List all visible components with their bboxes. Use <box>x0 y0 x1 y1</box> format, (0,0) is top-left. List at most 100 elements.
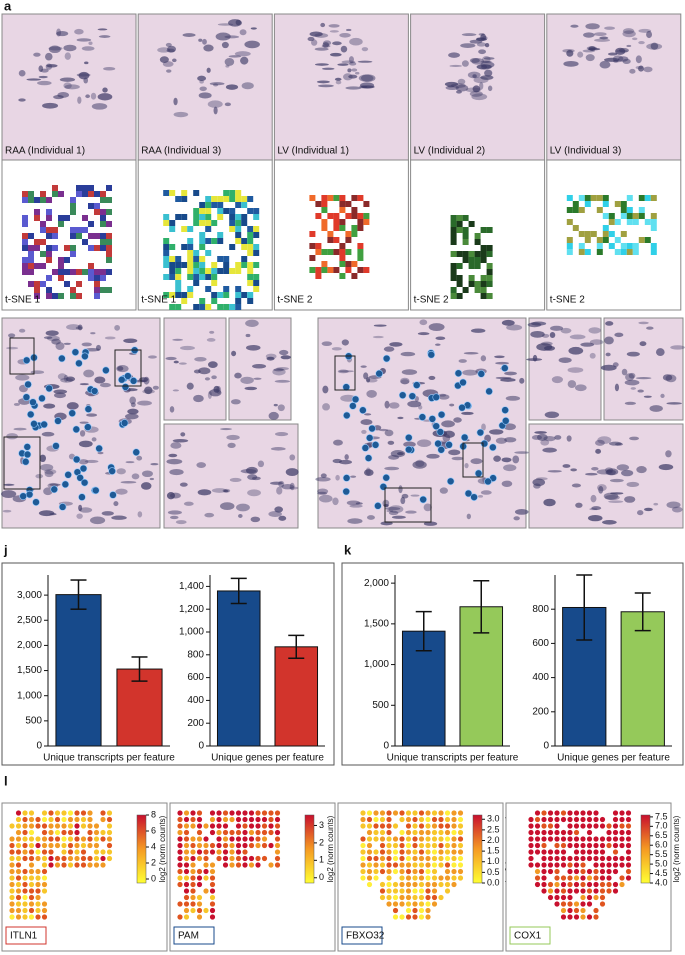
tissue <box>18 98 26 102</box>
expression-spot <box>418 836 425 842</box>
expression-spot <box>547 849 554 855</box>
tsne-pixel <box>211 274 218 280</box>
y-tick-label: 200 <box>187 718 204 729</box>
tsne-pixel <box>34 197 40 203</box>
tsne-pixel <box>94 203 100 209</box>
y-tick-label: 1,000 <box>179 627 204 638</box>
spot <box>382 473 391 482</box>
tissue-image <box>273 13 409 161</box>
tsne-pixel <box>235 304 242 310</box>
gene-label: COX1 <box>514 931 542 942</box>
expression-spot <box>425 901 431 907</box>
tissue <box>206 67 211 73</box>
tissue <box>585 54 595 62</box>
tissue <box>423 521 438 526</box>
expression-spot <box>28 907 35 914</box>
expression-spot <box>190 907 196 914</box>
spot <box>454 369 463 378</box>
tissue <box>150 463 159 466</box>
expression-spot <box>15 823 22 829</box>
spot <box>428 415 437 423</box>
tissue <box>472 85 481 93</box>
tsne-pixel <box>193 268 200 274</box>
tissue <box>244 386 258 391</box>
tissue <box>202 38 207 45</box>
tsne-pixel <box>572 201 579 207</box>
tissue <box>621 368 628 376</box>
tsne-pixel <box>70 251 76 257</box>
tsne-pixel <box>169 262 176 268</box>
expression-spot <box>399 842 405 849</box>
tissue <box>102 87 108 93</box>
expression-spot <box>222 810 229 816</box>
tissue <box>225 64 230 68</box>
tsne-pixel <box>22 245 28 251</box>
tsne-pixel <box>608 243 615 249</box>
expression-spot <box>28 888 35 894</box>
expression-spot <box>418 875 425 881</box>
tissue <box>407 400 422 408</box>
tsne-pixel <box>339 207 346 213</box>
expression-spot <box>209 907 216 914</box>
expression-spot <box>360 868 366 875</box>
tsne-pixel <box>175 262 182 268</box>
tissue <box>543 435 556 442</box>
tsne-pixel <box>253 244 260 250</box>
tissue <box>8 333 16 338</box>
y-tick-label: 500 <box>372 700 389 711</box>
expression-spot <box>100 829 106 836</box>
tsne-pixel <box>76 281 82 287</box>
tissue <box>463 352 479 355</box>
tsne-label: t-SNE 1 <box>5 295 40 306</box>
spot <box>23 450 32 459</box>
expression-spot <box>560 810 567 816</box>
expression-spot <box>61 816 67 823</box>
tissue <box>234 372 242 379</box>
expression-spot <box>457 849 464 855</box>
tsne-pixel <box>100 287 106 293</box>
tsne-pixel <box>339 219 346 225</box>
expression-spot <box>405 810 412 816</box>
tsne-pixel <box>602 195 609 201</box>
spot <box>374 502 382 510</box>
expression-spot <box>373 868 379 875</box>
tissue <box>318 494 333 503</box>
tsne-pixel <box>70 287 76 293</box>
tsne-pixel <box>650 243 657 249</box>
expression-spot <box>412 816 418 823</box>
tsne-pixel <box>480 251 487 257</box>
tissue <box>335 80 342 85</box>
expression-spot <box>625 868 632 875</box>
tissue <box>51 338 61 345</box>
tissue <box>78 459 89 465</box>
tsne-pixel <box>100 239 106 245</box>
spot <box>351 395 360 404</box>
tsne-pixel <box>650 213 657 219</box>
tissue <box>360 365 367 368</box>
tsne-pixel <box>462 227 469 233</box>
tissue <box>665 450 672 458</box>
tissue <box>236 503 250 512</box>
expression-spot <box>399 875 405 881</box>
spot <box>434 439 442 448</box>
tissue <box>450 83 466 88</box>
tsne-pixel <box>106 233 112 239</box>
tsne-pixel <box>474 281 481 287</box>
expression-spot <box>567 836 573 842</box>
tsne-pixel <box>321 195 328 201</box>
tissue <box>341 60 356 64</box>
tissue <box>79 383 89 386</box>
expression-spot <box>235 810 242 816</box>
tsne-pixel <box>82 239 88 245</box>
tissue <box>320 22 326 28</box>
expression-spot <box>61 823 67 829</box>
expression-spot <box>425 836 431 842</box>
panel-letter: a <box>4 0 12 13</box>
tissue <box>604 26 616 30</box>
spot <box>95 444 103 453</box>
tissue <box>272 368 286 376</box>
tsne-pixel <box>462 257 469 263</box>
expression-spot <box>586 875 593 881</box>
tsne-pixel <box>88 185 94 191</box>
expression-spot <box>22 849 28 855</box>
